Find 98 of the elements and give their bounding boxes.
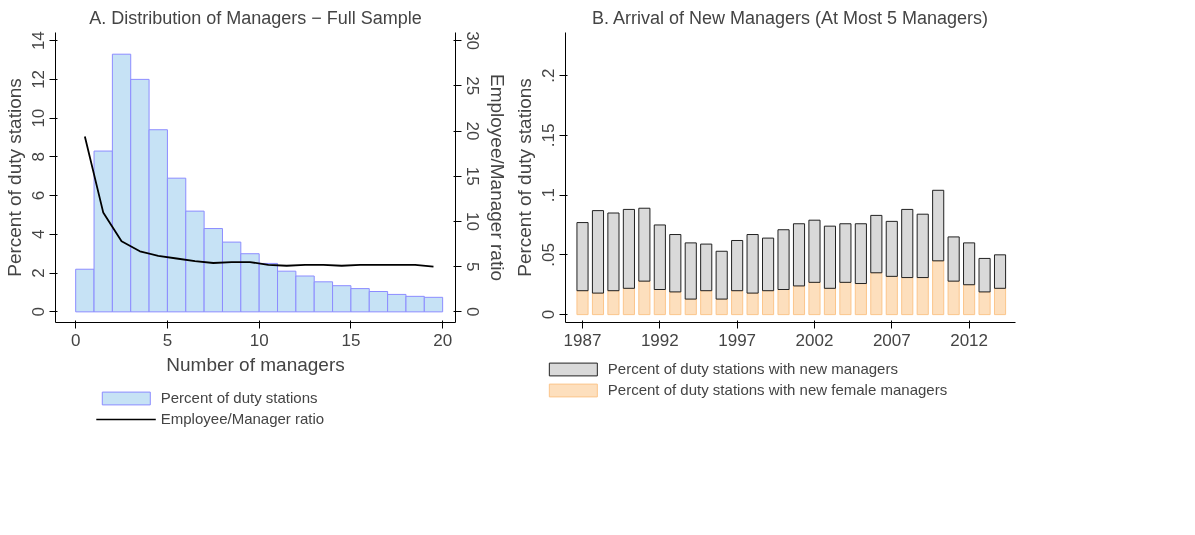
bar xyxy=(978,291,991,316)
y2-tick-label: 25 xyxy=(462,76,482,96)
bar xyxy=(715,250,728,300)
bar xyxy=(700,243,713,292)
legend-label: Employee/Manager ratio xyxy=(160,410,325,427)
y-tick-label: .15 xyxy=(539,123,559,148)
bar xyxy=(731,240,744,292)
y-axis-title: Percent of duty stations xyxy=(513,78,535,277)
bar xyxy=(607,212,620,292)
bar xyxy=(947,236,960,282)
bar xyxy=(653,224,666,291)
y2-tick-label: 10 xyxy=(462,211,482,231)
bar xyxy=(576,290,589,316)
bar xyxy=(870,272,883,316)
y-tick-label: 6 xyxy=(29,190,49,201)
y-tick-label: 14 xyxy=(29,31,49,51)
chart-title: B. Arrival of New Managers (At Most 5 Managers) xyxy=(591,7,989,28)
y-axis-title: Percent of duty stations xyxy=(3,78,25,277)
y2-tick-label: 0 xyxy=(462,307,482,317)
x-tick-label: 1997 xyxy=(718,330,757,350)
chart-title: A. Distribution of Managers − Full Sample xyxy=(89,7,422,28)
bar xyxy=(792,223,806,287)
bar xyxy=(746,292,759,316)
y-tick-label: .2 xyxy=(539,68,559,83)
bar xyxy=(746,234,759,294)
bar xyxy=(993,254,1007,289)
bar xyxy=(916,277,929,316)
bar xyxy=(731,290,744,316)
y-tick-label: 2 xyxy=(29,268,49,278)
bar xyxy=(839,223,852,283)
bar xyxy=(638,280,651,316)
bar xyxy=(947,280,960,316)
bar xyxy=(669,234,682,293)
y2-tick-label: 30 xyxy=(462,31,482,51)
bar xyxy=(885,220,898,277)
bar xyxy=(901,277,914,316)
y2-axis-title: Employee/Manager ratio xyxy=(486,74,508,281)
bar xyxy=(700,290,713,316)
bar xyxy=(932,189,945,262)
bar xyxy=(591,292,605,316)
y-tick-label: 8 xyxy=(29,152,49,162)
bar xyxy=(762,237,775,292)
bar xyxy=(622,208,635,289)
bar xyxy=(870,214,883,274)
bar xyxy=(777,289,790,316)
bar xyxy=(854,283,867,316)
bar xyxy=(622,287,635,316)
y-tick-label: .1 xyxy=(539,187,559,203)
bar xyxy=(591,210,605,294)
bar xyxy=(823,225,836,289)
legend-label: Percent of duty stations with new managers xyxy=(607,360,898,377)
bar xyxy=(854,223,867,285)
y-tick-label: 12 xyxy=(29,69,49,89)
bar xyxy=(808,281,821,316)
bar xyxy=(963,242,976,286)
x-tick-label: 15 xyxy=(341,330,361,350)
bar xyxy=(808,219,821,283)
y2-tick-label: 5 xyxy=(462,261,482,272)
y2-tick-label: 15 xyxy=(462,166,482,186)
bar xyxy=(839,281,852,316)
bar xyxy=(916,213,929,279)
y-tick-label: 4 xyxy=(29,229,49,240)
legend-label: Percent of duty stations with new female managers xyxy=(607,381,948,398)
x-tick-label: 10 xyxy=(249,330,269,350)
y-tick-label: .05 xyxy=(539,243,559,267)
y2-tick-label: 20 xyxy=(462,121,482,141)
bar xyxy=(777,229,790,291)
y-tick-label: 0 xyxy=(29,307,49,317)
bar xyxy=(963,284,976,316)
bar xyxy=(762,290,775,316)
bar xyxy=(792,285,806,316)
bar xyxy=(823,287,836,316)
x-tick-label: 2012 xyxy=(950,330,989,350)
x-tick-label: 2002 xyxy=(795,330,834,350)
bar xyxy=(978,257,991,293)
bar xyxy=(576,222,589,292)
bar xyxy=(607,290,620,316)
bar xyxy=(684,242,697,300)
line-series xyxy=(83,135,435,268)
bar xyxy=(932,260,945,316)
y-tick-label: 0 xyxy=(539,309,559,320)
bar xyxy=(901,208,914,279)
bar xyxy=(715,298,728,316)
bar xyxy=(638,207,651,282)
x-tick-label: 1992 xyxy=(640,330,679,350)
x-tick-label: 1987 xyxy=(563,330,602,350)
bar xyxy=(993,287,1007,316)
x-tick-label: 0 xyxy=(70,330,81,350)
legend-label: Percent of duty stations xyxy=(160,389,318,406)
y-tick-label: 10 xyxy=(29,108,49,128)
bar xyxy=(669,291,682,316)
x-tick-label: 2007 xyxy=(872,330,911,350)
bar xyxy=(653,289,666,316)
x-axis-title: Number of managers xyxy=(166,353,345,375)
x-tick-label: 5 xyxy=(162,330,173,350)
bar xyxy=(684,298,697,316)
x-tick-label: 20 xyxy=(433,330,453,350)
bar xyxy=(885,275,898,316)
